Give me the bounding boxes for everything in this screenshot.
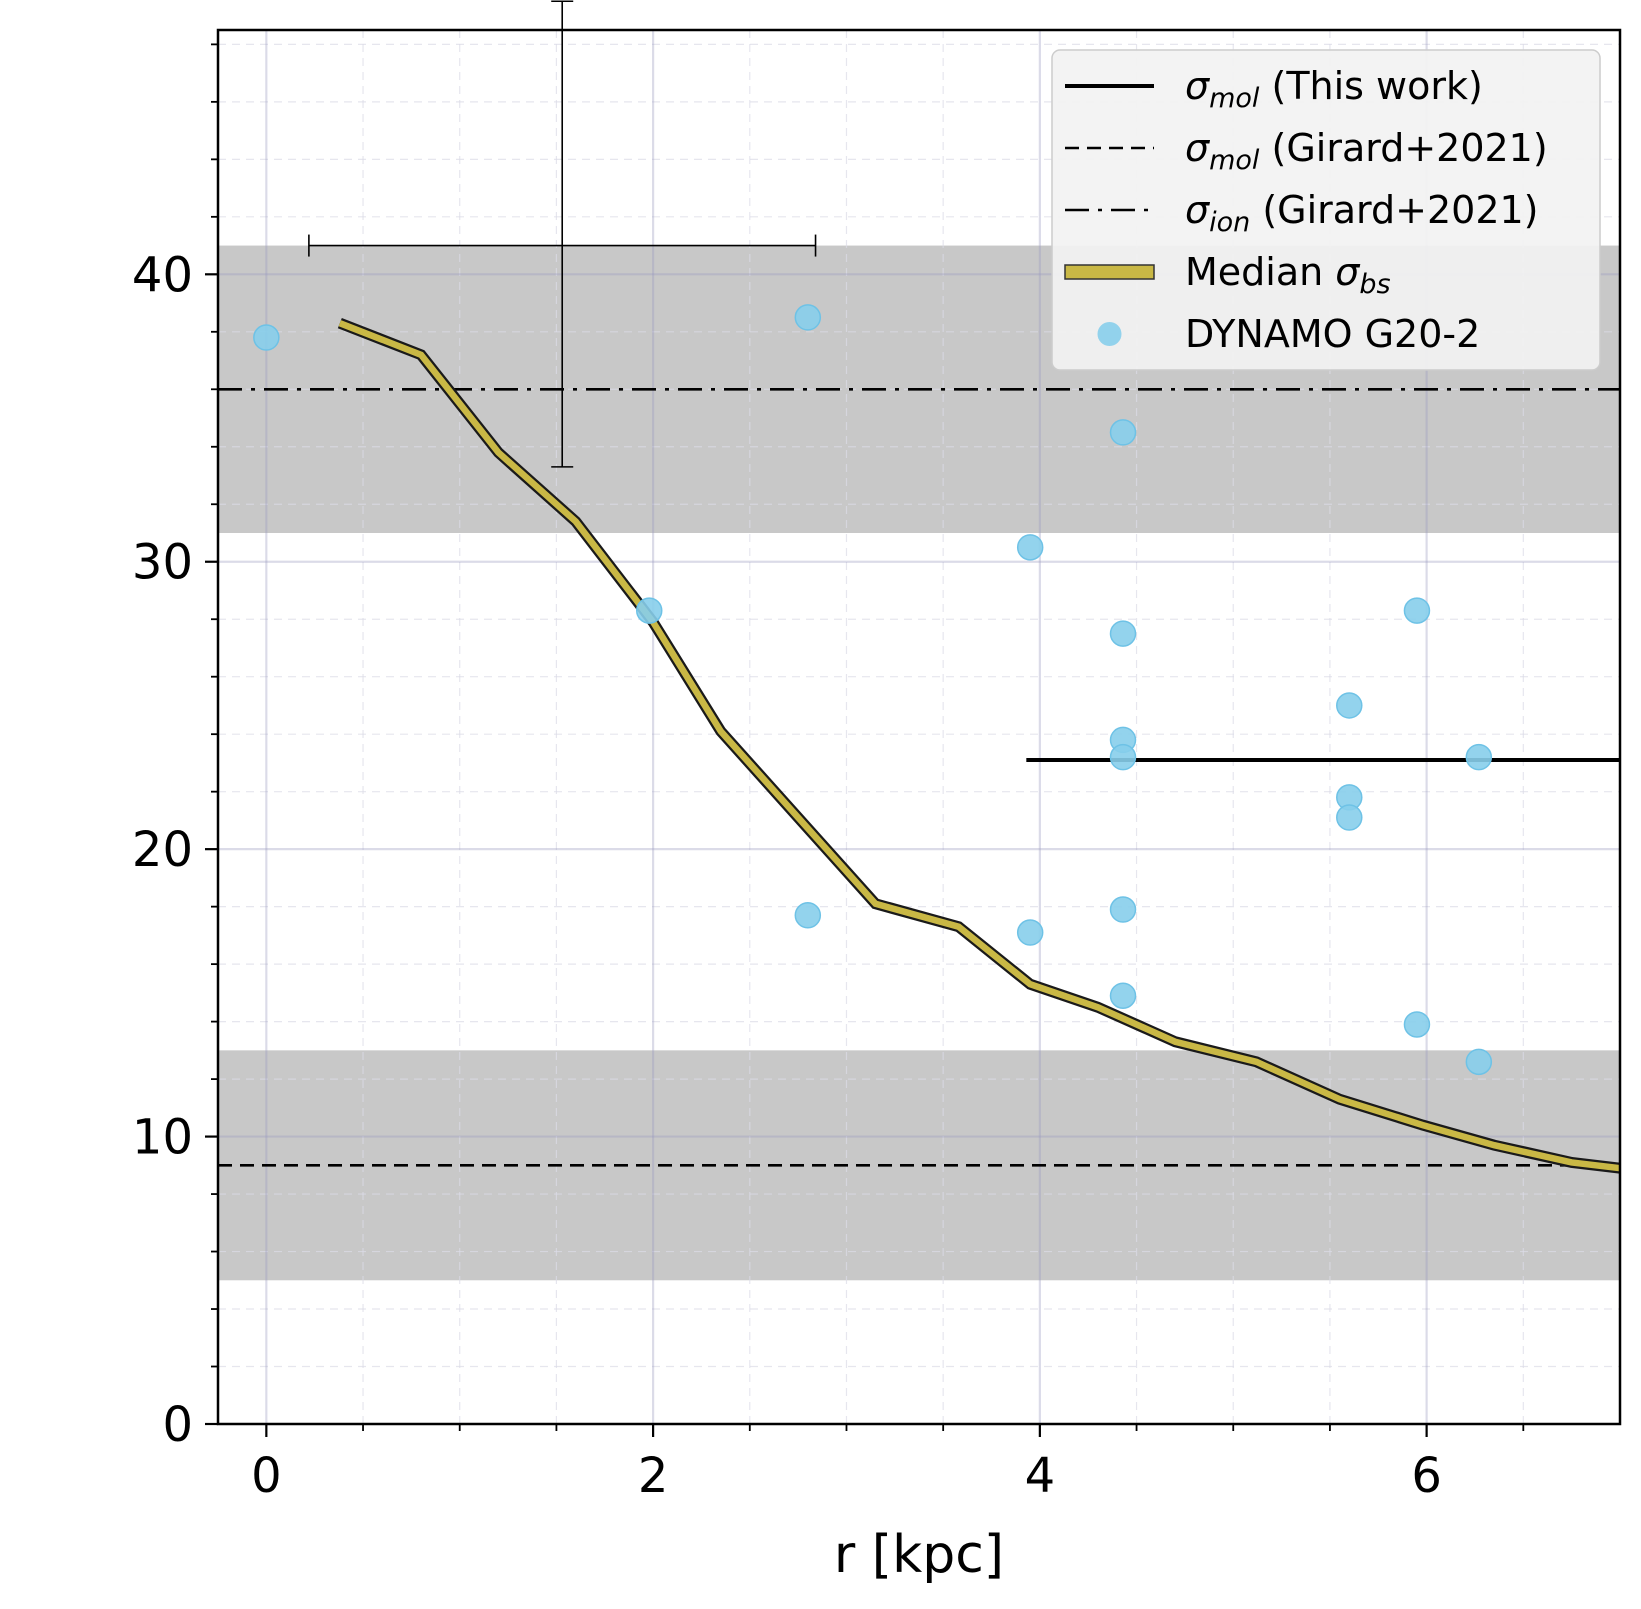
legend: σmol (This work)σmol (Girard+2021)σion (… xyxy=(1051,49,1601,371)
data-point xyxy=(1109,419,1137,446)
data-point xyxy=(794,304,822,331)
ticks-layer: 0 2 4 6 0 10 20 30 40 r [kpc] xyxy=(132,43,1525,1585)
x-tick-label: 0 xyxy=(251,1448,282,1504)
data-point xyxy=(1109,982,1137,1009)
legend-symbol: σ xyxy=(1335,250,1361,294)
legend-symbol: σ xyxy=(1185,64,1211,108)
data-point xyxy=(1465,1048,1493,1076)
legend-text: (Girard+2021) xyxy=(1250,188,1538,232)
legend-median-swatch xyxy=(1064,264,1155,280)
legend-subscript: bs xyxy=(1359,269,1390,300)
grid-layer xyxy=(218,30,1620,1424)
legend-marker xyxy=(1097,322,1122,346)
data-point xyxy=(794,902,822,929)
x-tick-label: 6 xyxy=(1411,1448,1442,1504)
legend-box xyxy=(1051,49,1601,371)
legend-text: DYNAMO G20-2 xyxy=(1185,312,1480,356)
data-point xyxy=(1336,692,1363,719)
median-line xyxy=(338,320,1621,1172)
legend-label-median-sigma-bs: Median σbs xyxy=(1185,250,1391,300)
legend-symbol: σ xyxy=(1185,126,1211,170)
legend-subscript: mol xyxy=(1209,83,1260,114)
data-point xyxy=(1403,597,1431,624)
axes-layer xyxy=(216,28,1622,1426)
data-point xyxy=(1336,804,1363,831)
y-tick-label: 30 xyxy=(132,535,193,591)
x-tick-label: 2 xyxy=(638,1448,669,1504)
legend-text: (This work) xyxy=(1259,64,1482,108)
data-point xyxy=(1465,743,1493,771)
legend-subscript: ion xyxy=(1209,207,1250,238)
plot-frame xyxy=(216,28,1622,1426)
data-point xyxy=(1109,620,1137,647)
data-point xyxy=(1109,743,1137,771)
data-point xyxy=(1403,1011,1431,1038)
y-tick-label: 0 xyxy=(162,1397,193,1453)
data-point xyxy=(1109,896,1137,923)
median-line-layer xyxy=(337,318,1621,1174)
errorbar-layer xyxy=(308,0,817,468)
legend-subscript: mol xyxy=(1209,145,1260,176)
data-point xyxy=(1016,534,1044,561)
x-tick-label: 4 xyxy=(1025,1448,1056,1504)
y-tick-label: 40 xyxy=(132,247,193,303)
data-point xyxy=(635,597,663,624)
y-tick-label: 10 xyxy=(132,1110,193,1166)
x-axis-label: r [kpc] xyxy=(834,1525,1004,1585)
legend-symbol: σ xyxy=(1185,188,1211,232)
legend-label-dynamo-g20-2: DYNAMO G20-2 xyxy=(1185,312,1480,356)
data-point xyxy=(1016,919,1044,946)
legend-label-sigma-mol-girard: σmol (Girard+2021) xyxy=(1185,126,1548,176)
scatter-layer xyxy=(253,304,1493,1076)
legend-label-sigma-mol-this-work: σmol (This work) xyxy=(1185,64,1483,114)
legend-prefix: Median xyxy=(1185,250,1335,294)
legend-text: (Girard+2021) xyxy=(1259,126,1547,170)
data-point xyxy=(253,324,280,351)
y-tick-label: 20 xyxy=(132,822,193,878)
legend-label-sigma-ion-girard: σion (Girard+2021) xyxy=(1185,188,1539,238)
